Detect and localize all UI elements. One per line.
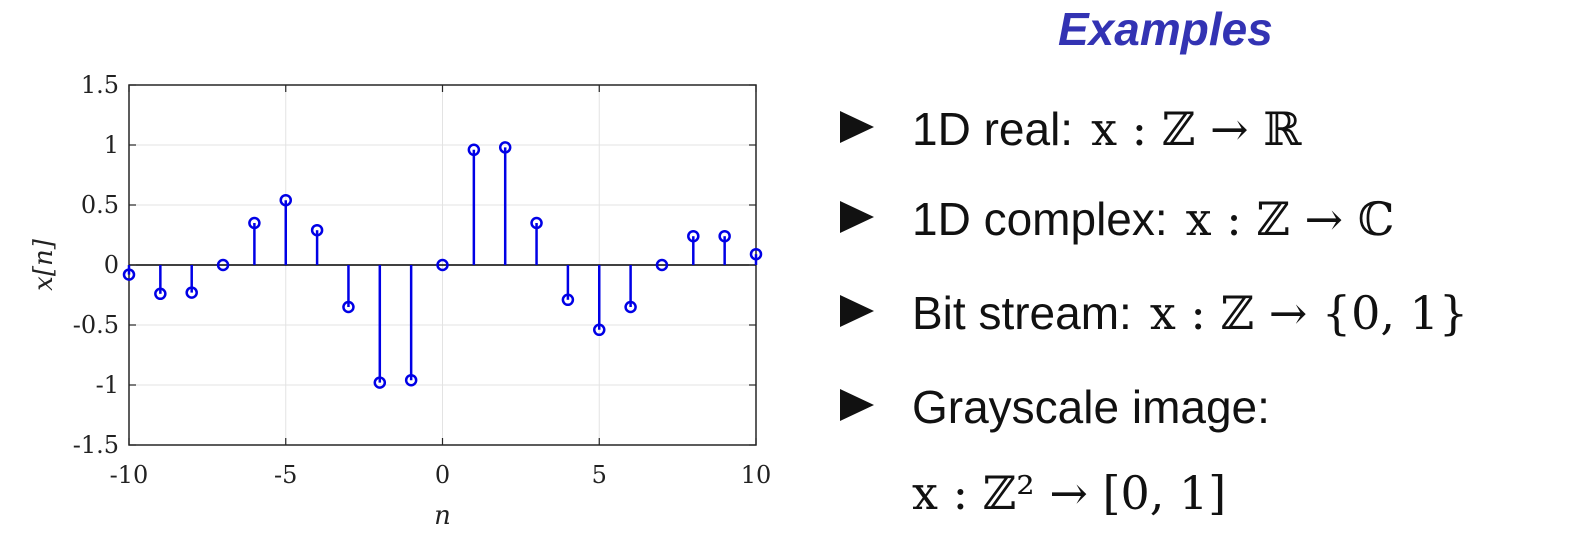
stem-marker (687, 229, 700, 243)
slide-title: Examples (1058, 3, 1273, 55)
stem-marker (342, 300, 355, 314)
bullet-bit-stream: Bit stream: x : ℤ → {0, 1} (840, 286, 1468, 340)
stem-marker (467, 143, 481, 157)
y-tick-label: 1.5 (81, 71, 119, 99)
bullet-math: x : ℤ → {0, 1} (1149, 286, 1469, 340)
bullet-label: 1D real: (912, 103, 1074, 155)
stem-marker (185, 286, 198, 299)
bullet-math-grayscale: x : ℤ² → [0, 1] (912, 466, 1227, 520)
stem-marker (530, 216, 543, 230)
bullet-grayscale-image: Grayscale image: (840, 380, 1270, 434)
stem-marker (122, 268, 136, 281)
bullet-1d-complex: 1D complex: x : ℤ → ℂ (840, 192, 1394, 246)
stem-marker (216, 258, 230, 272)
stem-marker (373, 376, 387, 389)
triangle-bullet-icon (840, 201, 874, 233)
y-tick-label: 0.5 (81, 191, 119, 219)
stem-marker (593, 323, 606, 337)
bullet-1d-real: 1D real: x : ℤ → ℝ (840, 102, 1301, 156)
y-tick-label: 1 (104, 131, 119, 159)
x-axis-label: n (434, 501, 451, 531)
triangle-bullet-icon (840, 389, 874, 421)
stem-markers (122, 141, 763, 389)
x-tick-label: 0 (435, 461, 450, 489)
y-axis-label: x[n] (29, 238, 59, 291)
stem-marker (436, 258, 449, 272)
x-tick-label: 5 (592, 461, 607, 489)
stem-marker (154, 287, 167, 301)
y-tick-label: 0 (104, 251, 119, 279)
bullet-label: 1D complex: (912, 193, 1168, 245)
stem-marker (561, 293, 575, 307)
stem-marker (279, 193, 292, 207)
y-tick-label: -0.5 (73, 311, 119, 339)
stem-marker (310, 223, 324, 237)
x-tick-label: 10 (741, 461, 772, 489)
stem-marker (404, 373, 418, 387)
y-tick-labels: -1.5 -1 -0.5 0 0.5 1 1.5 (73, 71, 119, 459)
x-tick-label: -10 (110, 461, 149, 489)
bullet-label: Bit stream: (912, 287, 1132, 339)
x-tick-label: -5 (274, 461, 297, 489)
stem-marker (498, 141, 512, 154)
stem-plot: -1.5 -1 -0.5 0 0.5 1 1.5 -10 -5 0 5 10 n x[n] (29, 71, 772, 531)
bullet-math: x : ℤ → ℂ (1185, 192, 1395, 246)
bullet-math: x : ℤ → ℝ (1091, 102, 1302, 156)
triangle-bullet-icon (840, 295, 874, 327)
triangle-bullet-icon (840, 111, 874, 143)
stem-marker (248, 216, 261, 230)
stem-marker (624, 300, 637, 314)
stem-marker (718, 229, 731, 243)
x-tick-labels: -10 -5 0 5 10 (110, 461, 772, 489)
stem-marker (749, 247, 763, 261)
y-tick-label: -1.5 (73, 431, 119, 459)
y-tick-label: -1 (96, 371, 119, 399)
stem-marker (655, 258, 669, 272)
bullet-label: Grayscale image: (912, 381, 1270, 433)
